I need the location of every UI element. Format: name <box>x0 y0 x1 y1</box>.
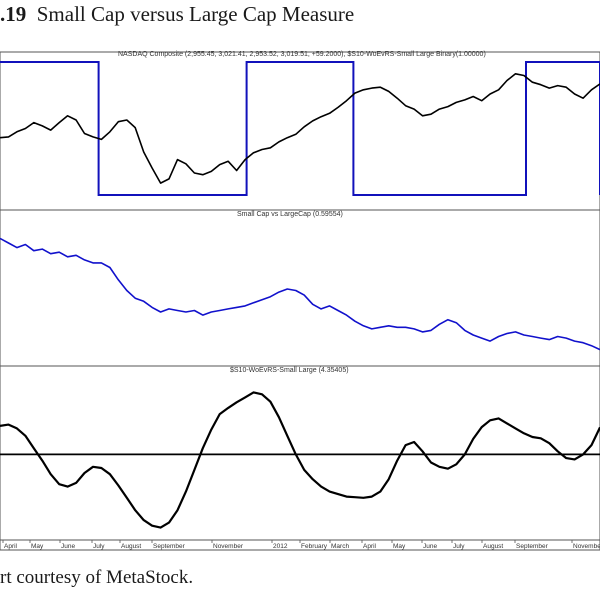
x-tick-label: June <box>61 543 75 550</box>
x-axis-ticks: April May June July August September November 2… <box>2 540 600 550</box>
x-tick-label: April <box>4 543 18 550</box>
figure-title: .19 Small Cap versus Large Cap Measure <box>0 2 354 27</box>
price-series <box>0 73 600 184</box>
series-line-ratio <box>0 237 600 351</box>
x-tick-label: April <box>363 543 377 550</box>
figure-title-text: Small Cap versus Large Cap Measure <box>36 2 355 26</box>
chart-area: NASDAQ Composite (2,955.45, 3,021.41, 2,… <box>0 51 600 551</box>
panel-title-ratio: Small Cap vs LargeCap (0.59554) <box>237 211 343 218</box>
ratio-series <box>0 237 600 351</box>
panel-title-price: NASDAQ Composite (2,955.45, 3,021.41, 2,… <box>118 51 486 58</box>
figure-title-number: .19 <box>0 2 27 26</box>
x-tick-label: February <box>301 543 328 550</box>
chart-frame <box>0 51 600 551</box>
x-tick-label: August <box>121 543 141 550</box>
x-tick-label: March <box>331 543 349 550</box>
series-line-nasdaq <box>0 73 600 184</box>
figure-caption: rt courtesy of MetaStock. <box>0 567 194 588</box>
x-tick-label: June <box>423 543 437 550</box>
x-tick-label: November <box>573 543 600 550</box>
x-tick-label: November <box>213 543 244 550</box>
oscillator-series <box>0 391 600 529</box>
series-line-binary <box>0 61 600 196</box>
x-tick-label: 2012 <box>273 543 288 550</box>
x-tick-label: August <box>483 543 503 550</box>
x-tick-label: May <box>31 543 44 550</box>
binary-series <box>0 61 600 196</box>
series-line-oscillator <box>0 391 600 529</box>
x-tick-label: July <box>93 543 105 550</box>
x-tick-label: September <box>153 543 186 550</box>
x-tick-label: May <box>393 543 406 550</box>
panel-title-oscillator: $S10-WoEvRS-Small Large (4.35405) <box>230 367 349 374</box>
x-tick-label: July <box>453 543 465 550</box>
x-tick-label: September <box>516 543 549 550</box>
